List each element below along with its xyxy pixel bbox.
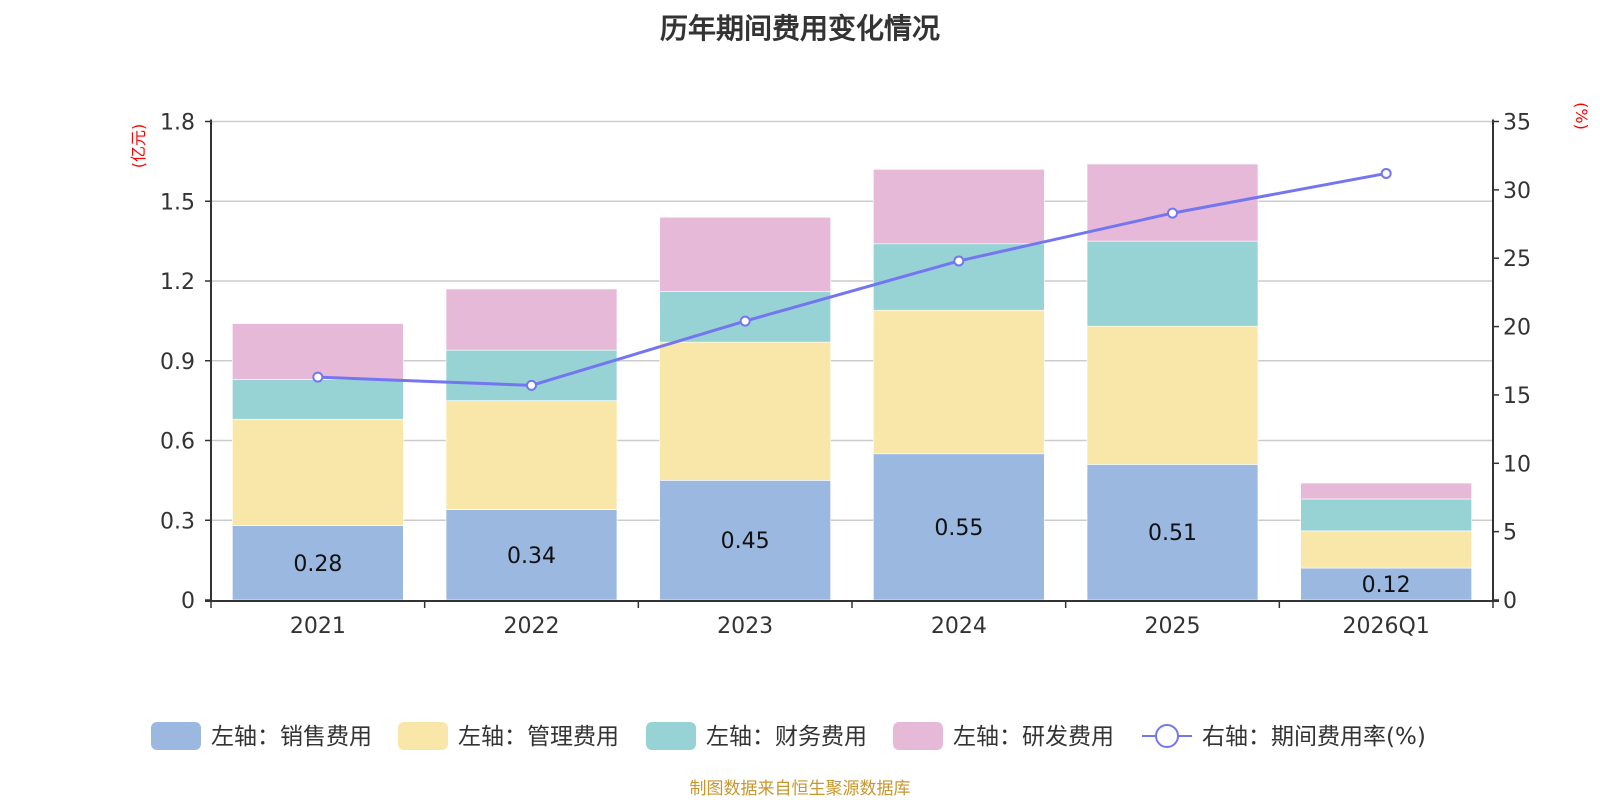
legend-swatch-finance [646,722,696,750]
x-axis-tick-label: 2025 [1145,614,1201,639]
right-axis-tick-label: 20 [1503,316,1531,341]
legend-label: 左轴：研发费用 [953,724,1114,750]
left-axis-tick-label: 0.9 [160,350,195,375]
left-axis-tick-label: 1.5 [160,190,195,215]
left-axis-tick-label: 0 [181,589,195,614]
legend-label: 左轴：财务费用 [706,724,867,750]
legend-label: 右轴：期间费用率(%) [1202,724,1426,750]
bar-admin [873,309,1045,455]
bar-sales [873,453,1045,601]
bar-value-label: 0.45 [721,529,770,554]
bar-value-label: 0.51 [1148,521,1197,546]
right-axis-tick-label: 15 [1503,384,1531,409]
left-axis-tick-label: 1.8 [160,111,195,136]
bar-value-label: 0.55 [934,516,983,541]
right-axis-tick-label: 25 [1503,247,1531,272]
bar-sales [1086,464,1259,601]
legend-circle-icon [1155,724,1179,748]
bar-finance [1300,498,1472,532]
legend-label: 左轴：销售费用 [211,724,372,750]
x-axis-tick-label: 2021 [290,614,346,639]
bar-rnd [1300,482,1472,500]
rate-point [526,379,537,391]
data-labels: 0.28 0.34 0.45 0.55 0.51 0.12 [293,516,1410,598]
bar-value-label: 0.34 [507,544,556,569]
left-axis-unit: (亿元) [129,124,148,169]
bar-finance [445,349,618,401]
bar-admin [1300,530,1472,569]
legend: 左轴：销售费用 左轴：管理费用 左轴：财务费用 左轴：研发费用 右轴：期间费用率(%) [151,722,1426,750]
legend-swatch-sales [151,722,201,750]
rate-point [953,255,965,267]
rate-point [1380,167,1392,179]
right-axis-unit: (%) [1572,102,1591,130]
bar-finance [1086,240,1259,327]
rate-point [1167,207,1178,219]
bar-rnd [445,288,618,351]
bar-sales [445,509,618,601]
x-axis-tick-label: 2026Q1 [1343,614,1430,639]
chart-title: 历年期间费用变化情况 [660,12,940,45]
bar-sales [1300,567,1472,601]
bar-admin [445,400,618,510]
left-axis-tick-label: 0.6 [160,430,195,455]
bar-rnd [659,216,831,292]
x-axis-tick-label: 2022 [504,614,560,639]
rate-point [739,315,751,327]
right-axis-tick-label: 5 [1503,521,1517,546]
right-axis-tick-label: 0 [1503,589,1517,614]
bar-admin [659,341,831,481]
legend-swatch-rnd [893,722,943,750]
legend-swatch-admin [398,722,448,750]
right-axis-tick-label: 35 [1503,111,1531,136]
bar-value-label: 0.12 [1362,573,1411,598]
legend-label: 左轴：管理费用 [458,724,619,750]
bar-rnd [232,323,404,380]
rate-line-path [317,171,1387,387]
bar-rnd [873,169,1045,245]
right-axis-tick-label: 30 [1503,179,1531,204]
rate-point [312,371,324,383]
left-axis-tick-label: 0.3 [160,509,195,534]
x-axis-tick-label: 2024 [931,614,987,639]
bar-value-label: 0.28 [293,552,342,577]
x-axis-tick-label: 2023 [717,614,773,639]
bar-admin [1086,325,1259,465]
rate-line [312,167,1392,391]
bars [232,163,1472,601]
grid-lines [211,120,1493,521]
bar-admin [232,418,404,526]
data-source-footer: 制图数据来自恒生聚源数据库 [690,779,911,799]
bar-sales [232,525,404,601]
right-axis-tick-label: 10 [1503,452,1531,477]
bar-finance [232,379,404,420]
left-axis-tick-label: 1.2 [160,270,195,295]
